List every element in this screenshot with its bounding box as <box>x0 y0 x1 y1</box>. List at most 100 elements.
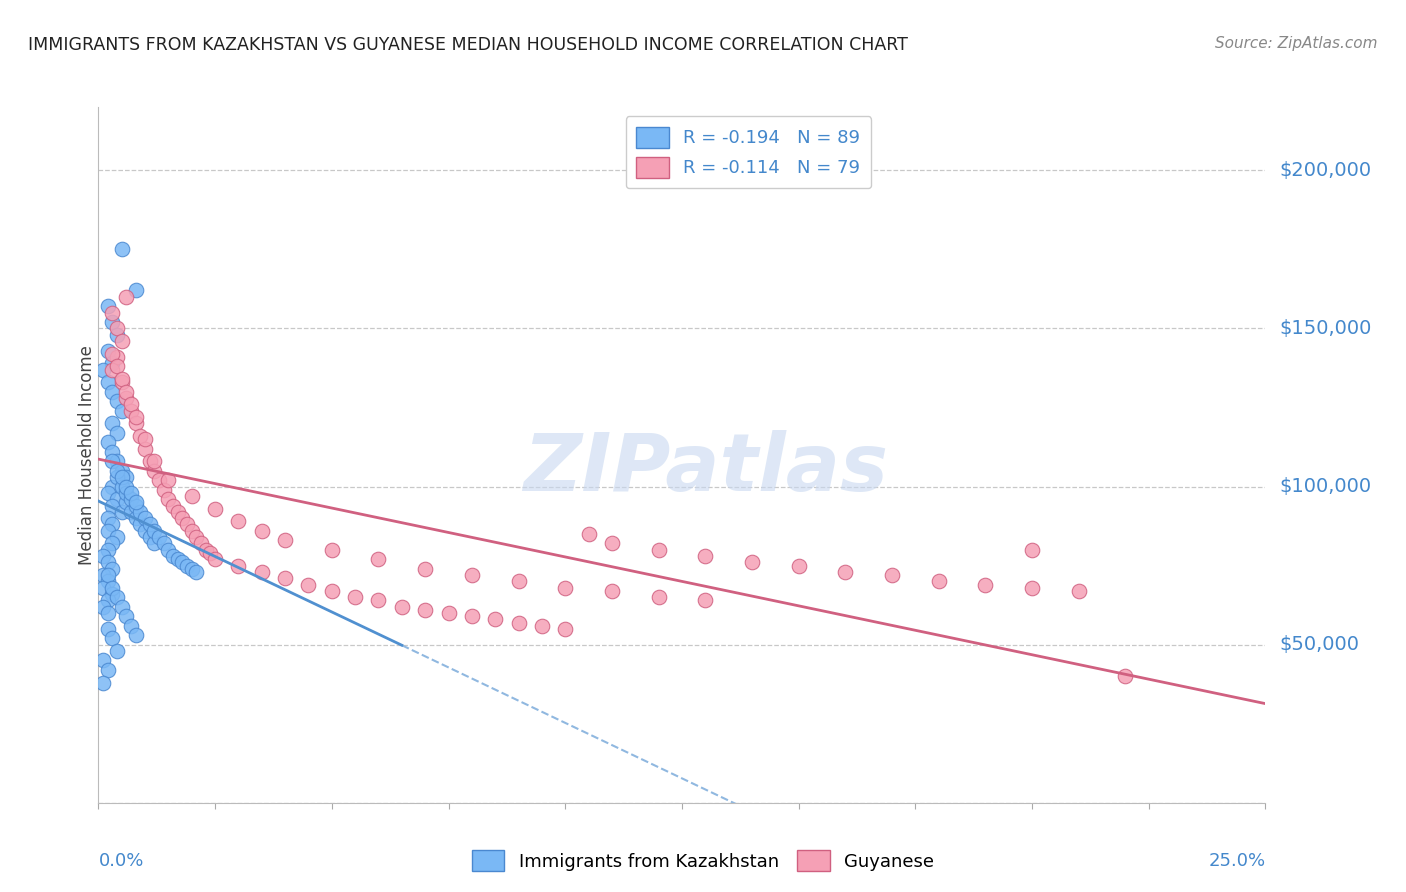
Point <box>97 299 120 313</box>
Point <box>105 644 128 658</box>
Point <box>91 568 114 582</box>
Point <box>101 587 124 601</box>
Point <box>129 429 152 443</box>
Point <box>97 593 120 607</box>
Point <box>125 511 148 525</box>
Point <box>105 464 128 478</box>
Point <box>120 618 142 632</box>
Point <box>321 542 343 557</box>
Point <box>101 479 124 493</box>
Point <box>101 315 124 329</box>
Point <box>125 495 148 509</box>
Point <box>1114 669 1136 683</box>
Point <box>111 470 134 484</box>
Point <box>101 362 124 376</box>
Point <box>101 454 124 468</box>
Point <box>250 565 273 579</box>
Point <box>647 591 669 605</box>
Point <box>143 536 166 550</box>
Point <box>834 565 856 579</box>
Point <box>125 409 148 424</box>
Y-axis label: Median Household Income: Median Household Income <box>79 345 96 565</box>
Point <box>101 517 124 532</box>
Point <box>166 505 188 519</box>
Text: Source: ZipAtlas.com: Source: ZipAtlas.com <box>1215 36 1378 51</box>
Point <box>91 362 114 376</box>
Point <box>695 549 717 563</box>
Point <box>97 556 120 570</box>
Point <box>105 425 128 440</box>
Point <box>367 552 389 566</box>
Point <box>105 350 128 364</box>
Text: $100,000: $100,000 <box>1279 477 1371 496</box>
Point <box>97 622 120 636</box>
Point <box>508 615 530 630</box>
Point <box>172 511 194 525</box>
Point <box>600 583 623 598</box>
Legend: Immigrants from Kazakhstan, Guyanese: Immigrants from Kazakhstan, Guyanese <box>465 843 941 879</box>
Point <box>101 356 124 370</box>
Point <box>134 442 156 456</box>
Point <box>120 486 142 500</box>
Point <box>647 542 669 557</box>
Point <box>391 599 413 614</box>
Point <box>148 473 170 487</box>
Point <box>101 305 124 319</box>
Point <box>105 591 128 605</box>
Point <box>162 499 184 513</box>
Point <box>97 568 120 582</box>
Point <box>115 479 138 493</box>
Point <box>97 606 120 620</box>
Text: 0.0%: 0.0% <box>98 852 143 870</box>
Point <box>176 558 198 573</box>
Point <box>367 593 389 607</box>
Point <box>554 622 576 636</box>
Text: ZIPatlas: ZIPatlas <box>523 430 887 508</box>
Point <box>134 524 156 538</box>
Point <box>176 517 198 532</box>
Point <box>139 517 162 532</box>
Point <box>129 517 152 532</box>
Point <box>101 581 124 595</box>
Point <box>125 628 148 642</box>
Point <box>250 524 273 538</box>
Point <box>180 489 202 503</box>
Point <box>91 599 114 614</box>
Point <box>530 618 553 632</box>
Text: $50,000: $50,000 <box>1279 635 1360 654</box>
Point <box>111 334 134 348</box>
Point <box>186 565 208 579</box>
Point <box>344 591 367 605</box>
Point <box>461 568 484 582</box>
Point <box>228 558 250 573</box>
Point <box>578 527 600 541</box>
Point <box>111 372 134 386</box>
Point <box>101 417 124 431</box>
Text: $200,000: $200,000 <box>1279 161 1371 180</box>
Point <box>162 549 184 563</box>
Point <box>190 536 212 550</box>
Point <box>111 375 134 389</box>
Point <box>91 549 114 563</box>
Point <box>139 530 162 544</box>
Point <box>105 470 128 484</box>
Point <box>741 556 763 570</box>
Point <box>437 606 460 620</box>
Point <box>1021 581 1043 595</box>
Point <box>274 533 297 548</box>
Point <box>97 511 120 525</box>
Text: IMMIGRANTS FROM KAZAKHSTAN VS GUYANESE MEDIAN HOUSEHOLD INCOME CORRELATION CHART: IMMIGRANTS FROM KAZAKHSTAN VS GUYANESE M… <box>28 36 908 54</box>
Point <box>125 284 148 298</box>
Point <box>97 663 120 677</box>
Point <box>97 486 120 500</box>
Point <box>105 321 128 335</box>
Point <box>101 536 124 550</box>
Point <box>129 505 152 519</box>
Point <box>787 558 810 573</box>
Point <box>101 347 124 361</box>
Point <box>880 568 903 582</box>
Point <box>204 552 226 566</box>
Point <box>134 511 156 525</box>
Point <box>484 612 506 626</box>
Point <box>91 581 114 595</box>
